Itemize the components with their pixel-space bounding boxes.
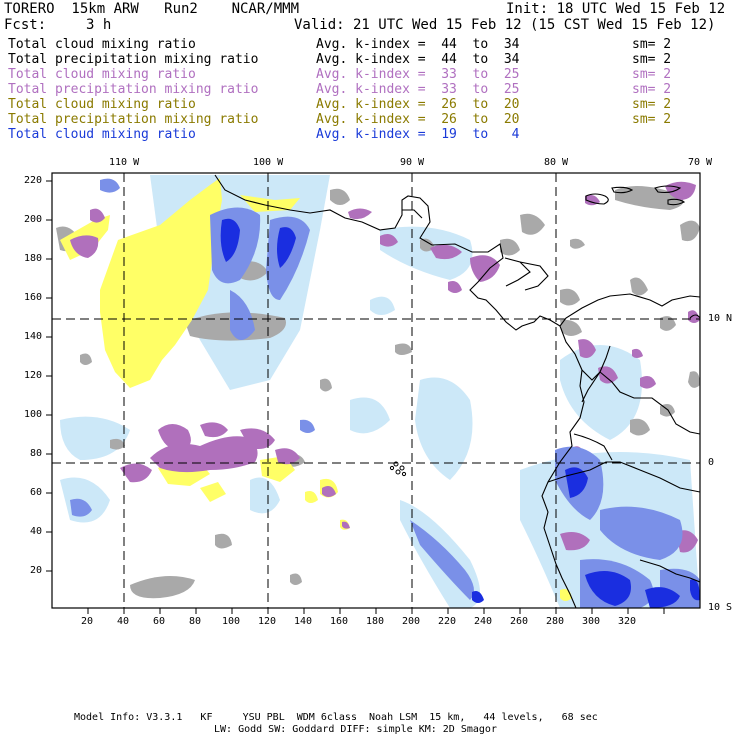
lat-label: 10 S: [708, 602, 733, 613]
legend-kindex: Avg. k-index = 33 to 25: [316, 67, 520, 82]
x-tick-label: 260: [510, 616, 529, 627]
lon-label: 80 W: [544, 157, 569, 168]
x-tick-label: 120: [258, 616, 277, 627]
x-tick-label: 160: [330, 616, 349, 627]
legend-field: Total precipitation mixing ratio: [8, 52, 259, 67]
x-tick-label: 220: [438, 616, 457, 627]
x-tick-label: 40: [117, 616, 130, 627]
x-tick-label: 180: [366, 616, 385, 627]
y-tick-label: 100: [24, 409, 43, 420]
y-tick-label: 200: [24, 214, 43, 225]
init-time: Init: 18 UTC Wed 15 Feb 12: [506, 1, 726, 17]
x-tick-label: 200: [402, 616, 421, 627]
y-tick-label: 80: [30, 448, 43, 459]
lon-label: 110 W: [109, 157, 140, 168]
y-tick-label: 220: [24, 175, 43, 186]
legend-kindex: Avg. k-index = 26 to 20: [316, 97, 520, 112]
dark-blue-cloud-areas: [220, 218, 700, 608]
x-tick-label: 300: [582, 616, 601, 627]
x-tick-label: 320: [618, 616, 637, 627]
lon-label: 70 W: [688, 157, 713, 168]
x-tick-label: 20: [81, 616, 94, 627]
legend-field: Total cloud mixing ratio: [8, 97, 196, 112]
legend-sm: sm= 2: [632, 97, 672, 112]
lon-label: 90 W: [400, 157, 425, 168]
lat-label: 0: [708, 457, 715, 468]
legend-kindex: Avg. k-index = 33 to 25: [316, 82, 520, 97]
legend-field: Total precipitation mixing ratio: [8, 82, 259, 97]
x-tick-label: 60: [153, 616, 166, 627]
legend-sm: sm= 2: [632, 37, 672, 52]
legend-sm: sm= 2: [632, 82, 672, 97]
legend-kindex: Avg. k-index = 26 to 20: [316, 112, 520, 127]
y-tick-label: 120: [24, 370, 43, 381]
medium-blue-cloud-areas: [70, 178, 700, 608]
x-tick-label: 80: [189, 616, 202, 627]
model-info: Model Info: V3.3.1 KF YSU PBL WDM 6class…: [74, 712, 598, 723]
purple-cloud-areas: [70, 181, 700, 553]
y-tick-label: 20: [30, 565, 43, 576]
valid-time: Valid: 21 UTC Wed 15 Feb 12 (15 CST Wed …: [294, 17, 716, 33]
legend-field: Total cloud mixing ratio: [8, 37, 196, 52]
legend-kindex: Avg. k-index = 44 to 34: [316, 37, 520, 52]
x-tick-label: 140: [294, 616, 313, 627]
model-title: TORERO 15km ARW Run2 NCAR/MMM: [4, 1, 300, 17]
coastlines: [214, 174, 700, 608]
legend-sm: sm= 2: [632, 112, 672, 127]
legend-field: Total precipitation mixing ratio: [8, 112, 259, 127]
lat-lon-grid: [52, 173, 700, 608]
y-tick-label: 160: [24, 292, 43, 303]
model-physics: LW: Godd SW: Goddard DIFF: simple KM: 2D…: [214, 724, 497, 735]
axis-ticks: [46, 180, 665, 614]
y-tick-label: 180: [24, 253, 43, 264]
legend-sm: sm= 2: [632, 52, 672, 67]
x-tick-label: 280: [546, 616, 565, 627]
legend-kindex: Avg. k-index = 44 to 34: [316, 52, 520, 67]
y-tick-label: 140: [24, 331, 43, 342]
y-tick-label: 40: [30, 526, 43, 537]
y-tick-label: 60: [30, 487, 43, 498]
legend-field: Total cloud mixing ratio: [8, 67, 196, 82]
x-tick-label: 240: [474, 616, 493, 627]
forecast-label: Fcst:: [4, 17, 47, 33]
legend-kindex: Avg. k-index = 19 to 4: [316, 127, 520, 142]
forecast-hour: 3 h: [86, 17, 112, 33]
x-tick-label: 100: [222, 616, 241, 627]
lat-label: 10 N: [708, 313, 733, 324]
legend-field: Total cloud mixing ratio: [8, 127, 196, 142]
lon-label: 100 W: [253, 157, 284, 168]
legend-sm: sm= 2: [632, 67, 672, 82]
